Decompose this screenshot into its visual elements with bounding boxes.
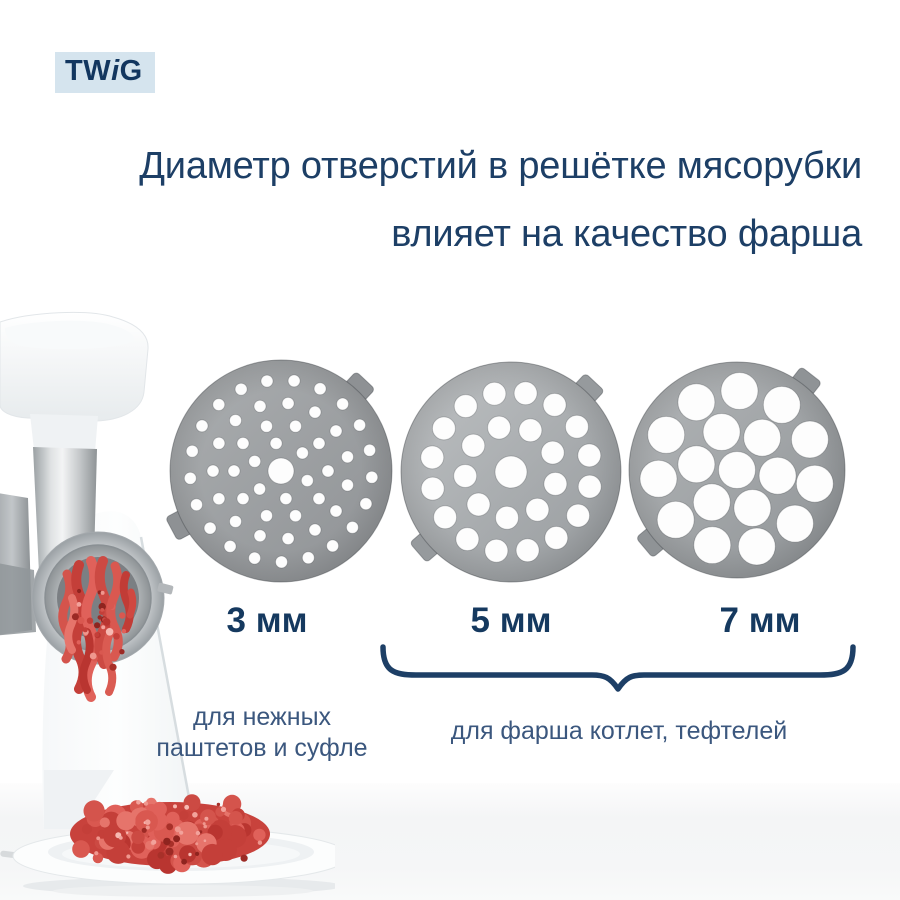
logo-text-post: G [119, 55, 143, 87]
caption-fine-plate: для нежных паштетов и суфле [156, 702, 367, 764]
grinder-plate-graphic [166, 359, 393, 583]
grinder-plate-graphic [628, 361, 846, 579]
headline-line2: влияет на качество фарша [391, 213, 862, 255]
grinder-plate-3mm [156, 346, 406, 601]
caption-fine-line1: для нежных [192, 703, 332, 731]
minced-meat-strands [58, 556, 137, 702]
headline-line1: Диаметр отверстий в решётке мясорубки [139, 145, 862, 187]
meat-grinder-photo [0, 311, 192, 829]
minced-meat-mound [70, 794, 270, 874]
caption-fine-line2: паштетов и суфле [156, 734, 368, 762]
plate-size-label-3mm: 3 мм [226, 601, 308, 640]
feed-neck [30, 414, 98, 452]
feed-tray [0, 311, 149, 422]
caption-coarse-plates: для фарша котлет, тефтелей [450, 717, 788, 745]
grinder-plate-graphic [400, 361, 622, 583]
grinder-plate-7mm [615, 348, 859, 597]
logo-text-pre: TW [65, 55, 112, 87]
range-brace [380, 644, 856, 692]
plate-size-label-5mm: 5 мм [470, 601, 552, 640]
head-screw-pin [157, 582, 174, 595]
plate-size-label-7mm: 7 мм [719, 601, 801, 640]
plate-with-minced-meat [12, 794, 335, 897]
plate-reflection [53, 885, 313, 897]
grinder-support-arm [0, 493, 36, 636]
logo-text-i: i [111, 55, 120, 87]
headline: Диаметр отверстий в решётке мясорубки вл… [139, 144, 862, 256]
brand-logo: TWiG [55, 52, 155, 93]
grinder-plate-5mm [387, 348, 635, 601]
